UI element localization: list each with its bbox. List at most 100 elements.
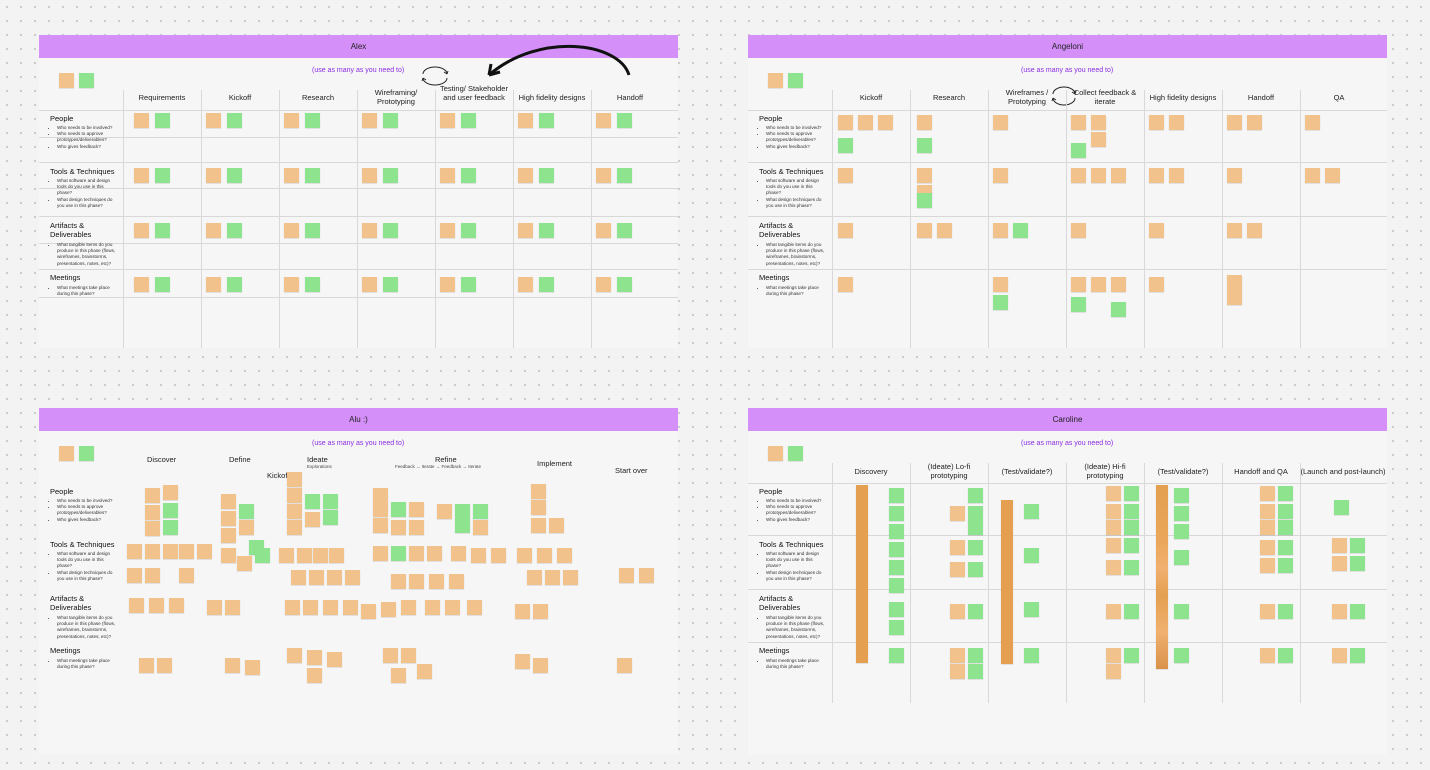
sticky-note[interactable] — [1124, 560, 1139, 575]
sticky-note[interactable] — [531, 518, 546, 533]
sticky-note[interactable] — [225, 600, 240, 615]
sticky-note[interactable] — [1332, 604, 1347, 619]
sticky-note[interactable] — [221, 511, 236, 526]
sticky-note[interactable] — [391, 574, 406, 589]
sticky-note[interactable] — [639, 568, 654, 583]
sticky-note[interactable] — [1260, 604, 1275, 619]
phase-span-bar[interactable] — [856, 485, 868, 663]
sticky-note[interactable] — [449, 574, 464, 589]
sticky-note[interactable] — [1350, 604, 1365, 619]
sticky-note[interactable] — [145, 568, 160, 583]
sticky-note[interactable] — [950, 506, 965, 521]
sticky-note[interactable] — [383, 223, 398, 238]
sticky-note[interactable] — [373, 502, 388, 517]
sticky-note[interactable] — [206, 223, 221, 238]
sticky-note[interactable] — [838, 223, 853, 238]
sticky-note[interactable] — [1149, 223, 1164, 238]
sticky-note[interactable] — [539, 223, 554, 238]
sticky-note[interactable] — [1024, 548, 1039, 563]
sticky-note[interactable] — [1106, 486, 1121, 501]
sticky-note[interactable] — [1260, 558, 1275, 573]
sticky-note[interactable] — [518, 223, 533, 238]
sticky-note[interactable] — [309, 570, 324, 585]
sticky-note[interactable] — [383, 113, 398, 128]
legend-sticky[interactable] — [59, 446, 74, 461]
sticky-note[interactable] — [1071, 223, 1086, 238]
sticky-note[interactable] — [1325, 168, 1340, 183]
sticky-note[interactable] — [455, 504, 470, 519]
sticky-note[interactable] — [285, 600, 300, 615]
sticky-note[interactable] — [1124, 648, 1139, 663]
sticky-note[interactable] — [889, 620, 904, 635]
sticky-note[interactable] — [255, 548, 270, 563]
sticky-note[interactable] — [440, 168, 455, 183]
sticky-note[interactable] — [163, 544, 178, 559]
sticky-note[interactable] — [381, 602, 396, 617]
sticky-note[interactable] — [950, 540, 965, 555]
sticky-note[interactable] — [1169, 115, 1184, 130]
sticky-note[interactable] — [305, 494, 320, 509]
sticky-note[interactable] — [305, 223, 320, 238]
sticky-note[interactable] — [539, 277, 554, 292]
sticky-note[interactable] — [362, 277, 377, 292]
legend-sticky[interactable] — [788, 446, 803, 461]
sticky-note[interactable] — [437, 504, 452, 519]
sticky-note[interactable] — [291, 570, 306, 585]
sticky-note[interactable] — [838, 115, 853, 130]
sticky-note[interactable] — [1071, 168, 1086, 183]
sticky-note[interactable] — [145, 488, 160, 503]
sticky-note[interactable] — [127, 544, 142, 559]
sticky-note[interactable] — [284, 113, 299, 128]
sticky-note[interactable] — [305, 168, 320, 183]
sticky-note[interactable] — [391, 520, 406, 535]
sticky-note[interactable] — [155, 168, 170, 183]
sticky-note[interactable] — [221, 494, 236, 509]
sticky-note[interactable] — [617, 113, 632, 128]
sticky-note[interactable] — [1111, 168, 1126, 183]
sticky-note[interactable] — [284, 168, 299, 183]
sticky-note[interactable] — [1350, 556, 1365, 571]
sticky-note[interactable] — [362, 223, 377, 238]
sticky-note[interactable] — [157, 658, 172, 673]
sticky-note[interactable] — [227, 113, 242, 128]
sticky-note[interactable] — [1332, 556, 1347, 571]
sticky-note[interactable] — [1247, 115, 1262, 130]
sticky-note[interactable] — [155, 277, 170, 292]
sticky-note[interactable] — [838, 277, 853, 292]
sticky-note[interactable] — [1278, 648, 1293, 663]
sticky-note[interactable] — [391, 546, 406, 561]
sticky-note[interactable] — [207, 600, 222, 615]
sticky-note[interactable] — [1260, 540, 1275, 555]
sticky-note[interactable] — [206, 113, 221, 128]
legend-sticky[interactable] — [768, 446, 783, 461]
sticky-note[interactable] — [227, 223, 242, 238]
sticky-note[interactable] — [937, 223, 952, 238]
sticky-note[interactable] — [1174, 524, 1189, 539]
sticky-note[interactable] — [401, 648, 416, 663]
sticky-note[interactable] — [1227, 275, 1242, 305]
sticky-note[interactable] — [134, 113, 149, 128]
sticky-note[interactable] — [1124, 538, 1139, 553]
sticky-note[interactable] — [179, 568, 194, 583]
sticky-note[interactable] — [1106, 664, 1121, 679]
sticky-note[interactable] — [429, 574, 444, 589]
sticky-note[interactable] — [1124, 504, 1139, 519]
sticky-note[interactable] — [163, 485, 178, 500]
sticky-note[interactable] — [155, 113, 170, 128]
sticky-note[interactable] — [305, 113, 320, 128]
legend-sticky[interactable] — [79, 446, 94, 461]
sticky-note[interactable] — [1111, 277, 1126, 292]
sticky-note[interactable] — [617, 168, 632, 183]
sticky-note[interactable] — [129, 598, 144, 613]
sticky-note[interactable] — [596, 113, 611, 128]
sticky-note[interactable] — [221, 528, 236, 543]
sticky-note[interactable] — [461, 223, 476, 238]
sticky-note[interactable] — [1149, 277, 1164, 292]
sticky-note[interactable] — [455, 518, 470, 533]
sticky-note[interactable] — [1071, 297, 1086, 312]
sticky-note[interactable] — [1024, 602, 1039, 617]
sticky-note[interactable] — [409, 546, 424, 561]
sticky-note[interactable] — [858, 115, 873, 130]
sticky-note[interactable] — [950, 664, 965, 679]
sticky-note[interactable] — [491, 548, 506, 563]
